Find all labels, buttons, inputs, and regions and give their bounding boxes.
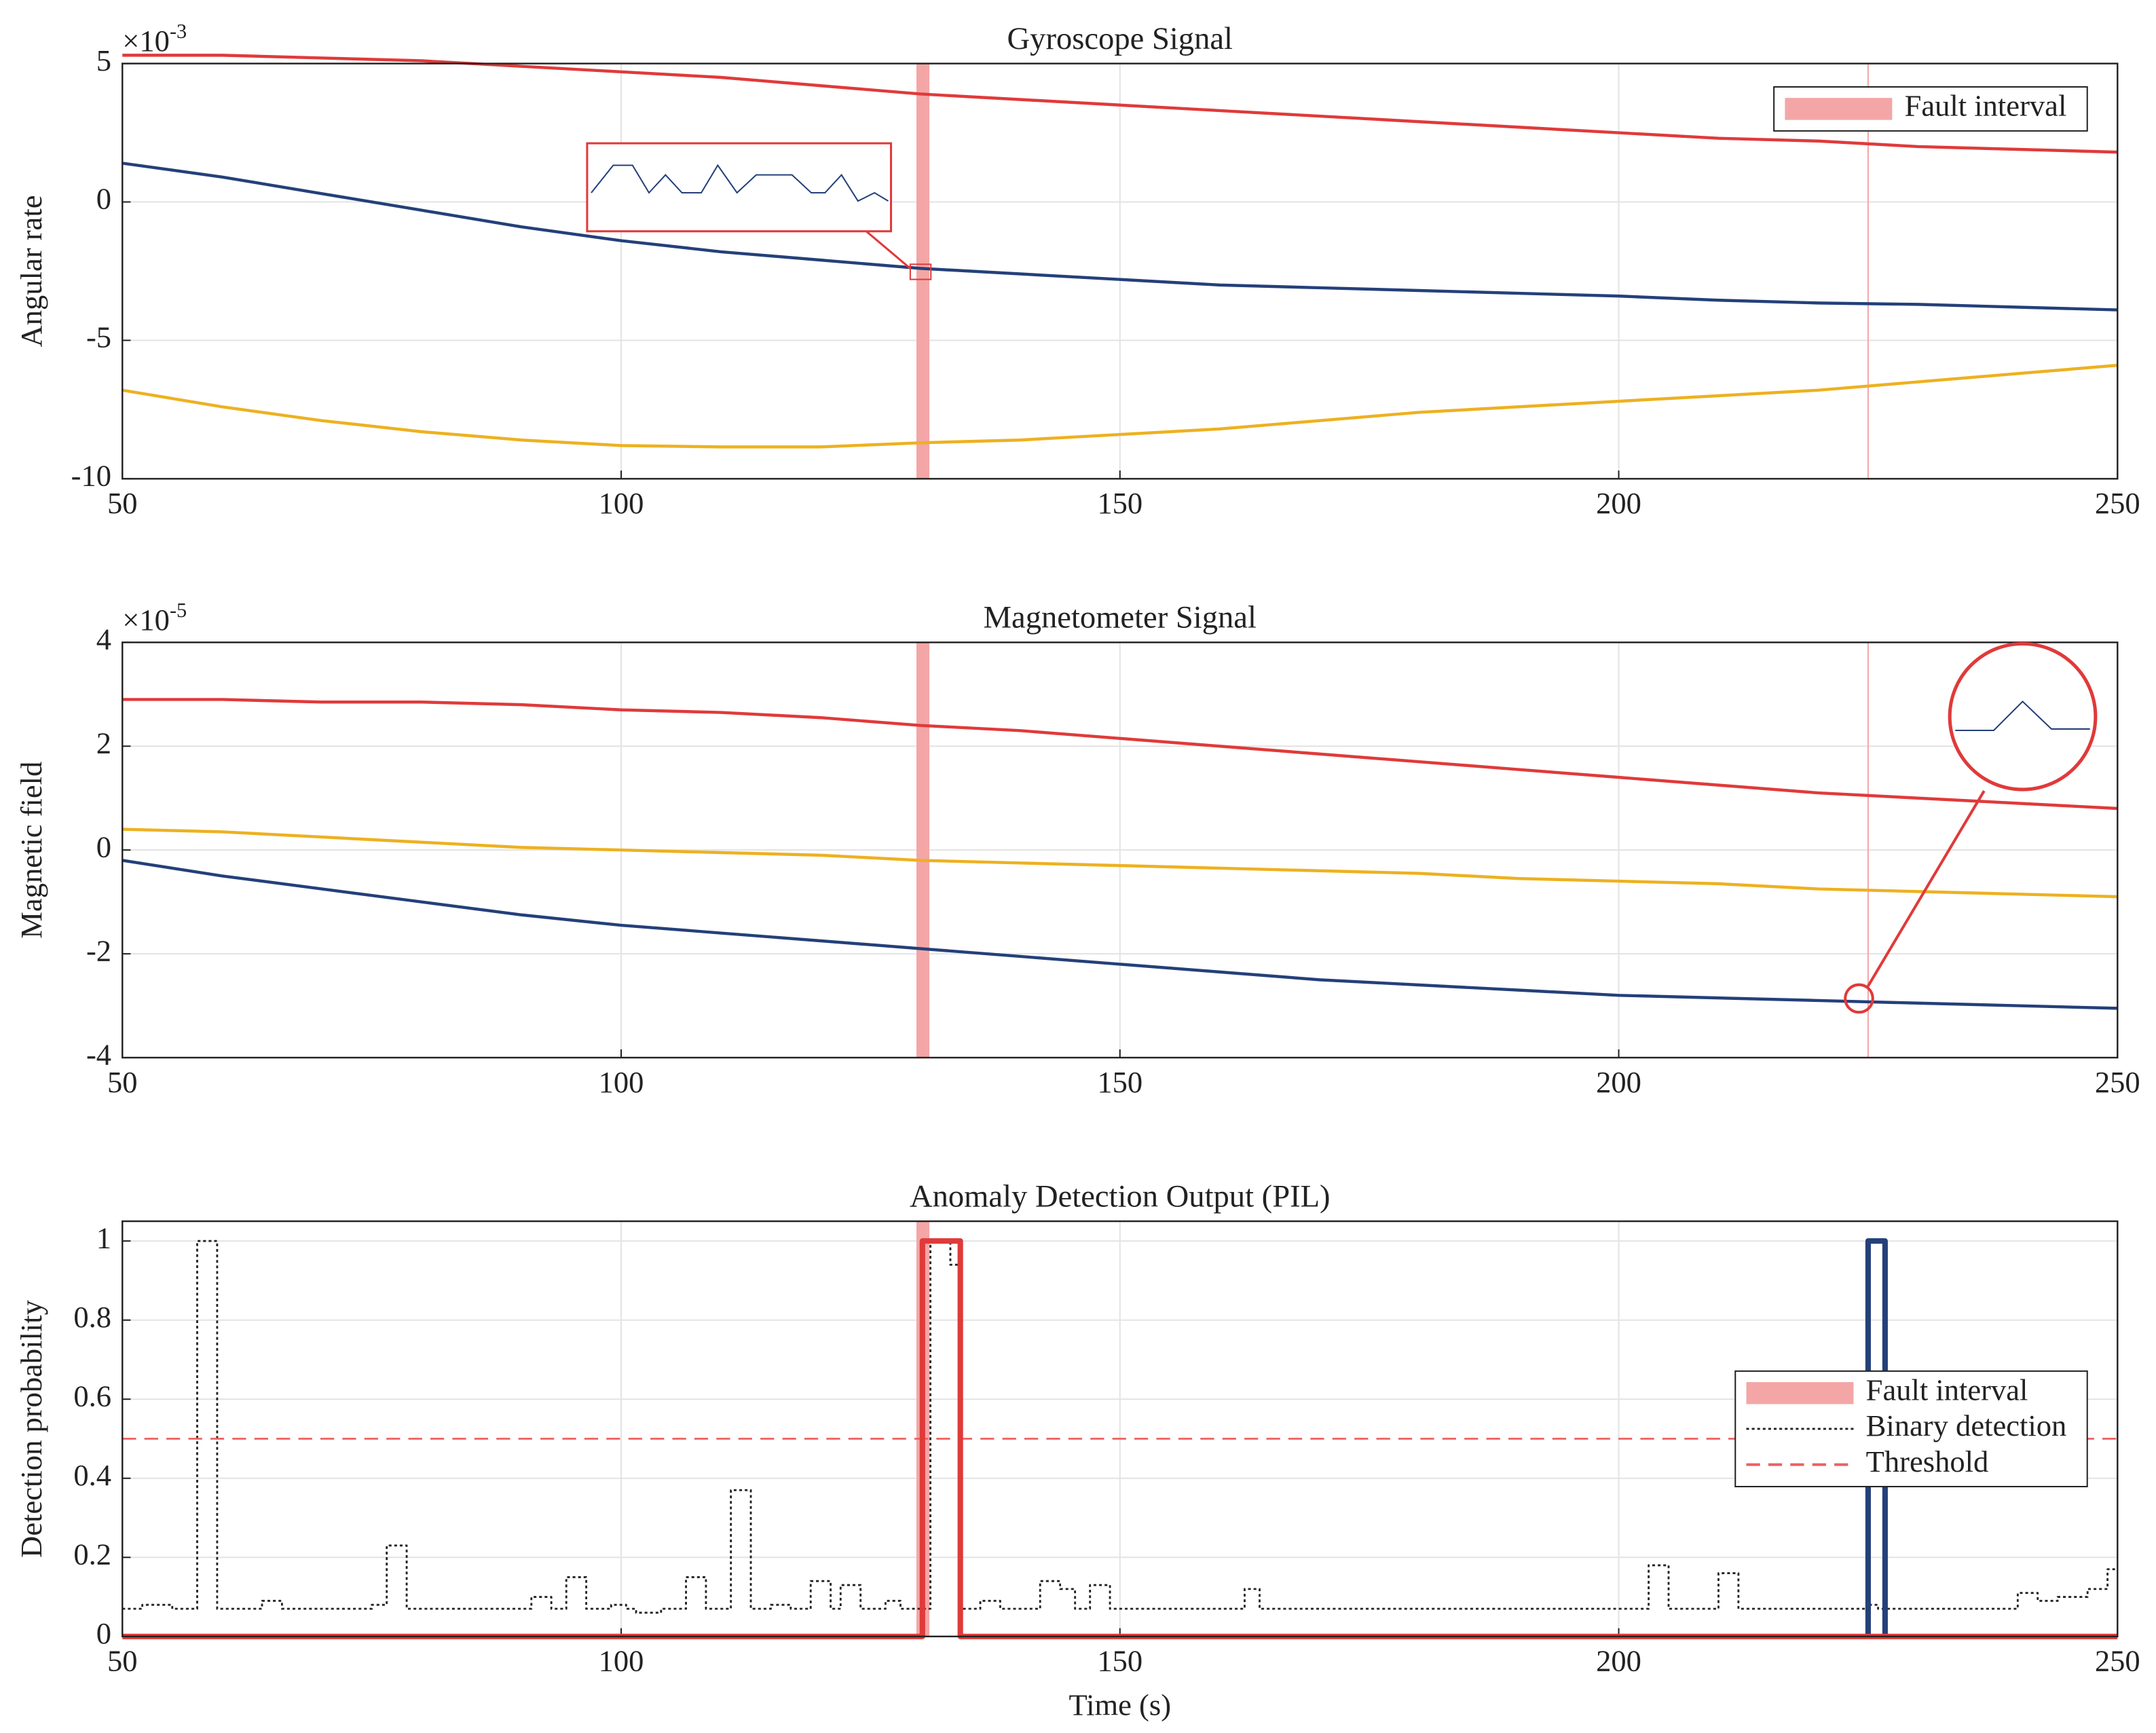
axes-box bbox=[122, 62, 2119, 480]
y-axis-label: Detection probability bbox=[14, 1299, 48, 1558]
axes-box bbox=[122, 1220, 2119, 1638]
zoom-region bbox=[909, 263, 932, 280]
x-tick-label: 250 bbox=[2095, 486, 2140, 520]
legend-label: Threshold bbox=[1866, 1445, 1989, 1478]
series-line bbox=[122, 54, 2118, 154]
x-tick-label: 100 bbox=[599, 1065, 644, 1099]
legend-swatch bbox=[1746, 1382, 1854, 1404]
x-tick-label: 100 bbox=[599, 1644, 644, 1678]
legend: Fault interval bbox=[1773, 86, 2088, 132]
series-line bbox=[122, 698, 2118, 810]
y-multiplier: ×10-3 bbox=[122, 20, 187, 58]
fault-band bbox=[916, 63, 930, 479]
y-tick-label: 1 bbox=[96, 1220, 111, 1254]
y-tick-label: 0 bbox=[96, 182, 111, 216]
y-tick-label: 4 bbox=[96, 622, 111, 656]
y-tick-label: 5 bbox=[96, 43, 111, 77]
zoom-region bbox=[1844, 983, 1874, 1014]
y-tick-label: -5 bbox=[86, 320, 111, 354]
inset-box bbox=[586, 142, 893, 233]
x-tick-label: 150 bbox=[1097, 1065, 1142, 1099]
y-tick-label: 0 bbox=[96, 830, 111, 863]
inset-circle bbox=[1948, 641, 2098, 791]
chart-title: Gyroscope Signal bbox=[1007, 21, 1233, 56]
y-tick-label: 2 bbox=[96, 726, 111, 760]
y-tick-label: 0 bbox=[96, 1616, 111, 1650]
chart-title: Magnetometer Signal bbox=[984, 600, 1257, 635]
x-tick-label: 200 bbox=[1596, 1065, 1641, 1099]
series-line bbox=[122, 827, 2118, 899]
legend-label: Fault interval bbox=[1905, 89, 2067, 123]
axes-box bbox=[122, 641, 2119, 1059]
multiplier-exponent: -3 bbox=[170, 20, 187, 43]
multiplier-exponent: -5 bbox=[170, 599, 187, 622]
series-line bbox=[122, 1240, 2118, 1614]
x-tick-label: 250 bbox=[2095, 1065, 2140, 1099]
x-axis-label: Time (s) bbox=[1068, 1688, 1171, 1721]
y-tick-label: -4 bbox=[86, 1037, 111, 1071]
series-line bbox=[122, 363, 2118, 449]
inset-connector bbox=[866, 230, 911, 269]
x-tick-label: 150 bbox=[1097, 486, 1142, 520]
y-tick-label: -2 bbox=[86, 933, 111, 967]
inset-connector bbox=[1865, 790, 1986, 988]
legend-swatch bbox=[1785, 98, 1893, 120]
y-tick-label: 0.6 bbox=[73, 1379, 111, 1413]
y-axis-label: Angular rate bbox=[14, 195, 48, 348]
y-tick-label: 0.8 bbox=[73, 1300, 111, 1334]
zoom-insets bbox=[586, 142, 2098, 1014]
x-tick-label: 50 bbox=[107, 486, 138, 520]
legend-label: Fault interval bbox=[1866, 1373, 2028, 1406]
x-tick-label: 150 bbox=[1097, 1644, 1142, 1678]
y-tick-label: 0.2 bbox=[73, 1537, 111, 1571]
legend-label: Binary detection bbox=[1866, 1409, 2067, 1442]
x-tick-label: 50 bbox=[107, 1644, 138, 1678]
fault-band bbox=[916, 642, 930, 1058]
y-multiplier: ×10-5 bbox=[122, 599, 187, 637]
inset-trace bbox=[1955, 701, 2090, 731]
x-tick-label: 200 bbox=[1596, 486, 1641, 520]
chart-title: Anomaly Detection Output (PIL) bbox=[910, 1178, 1331, 1214]
y-tick-label: 0.4 bbox=[73, 1458, 111, 1492]
x-tick-label: 200 bbox=[1596, 1644, 1641, 1678]
multiplier-base: ×10 bbox=[122, 24, 170, 58]
y-axis-label: Magnetic field bbox=[14, 762, 48, 939]
series-line bbox=[122, 859, 2118, 1010]
y-tick-label: -10 bbox=[71, 459, 111, 493]
series-line bbox=[122, 162, 2118, 312]
x-tick-label: 250 bbox=[2095, 1644, 2140, 1678]
x-tick-label: 50 bbox=[107, 1065, 138, 1099]
multiplier-base: ×10 bbox=[122, 603, 170, 637]
inset-trace bbox=[591, 164, 889, 202]
x-tick-label: 100 bbox=[599, 486, 644, 520]
